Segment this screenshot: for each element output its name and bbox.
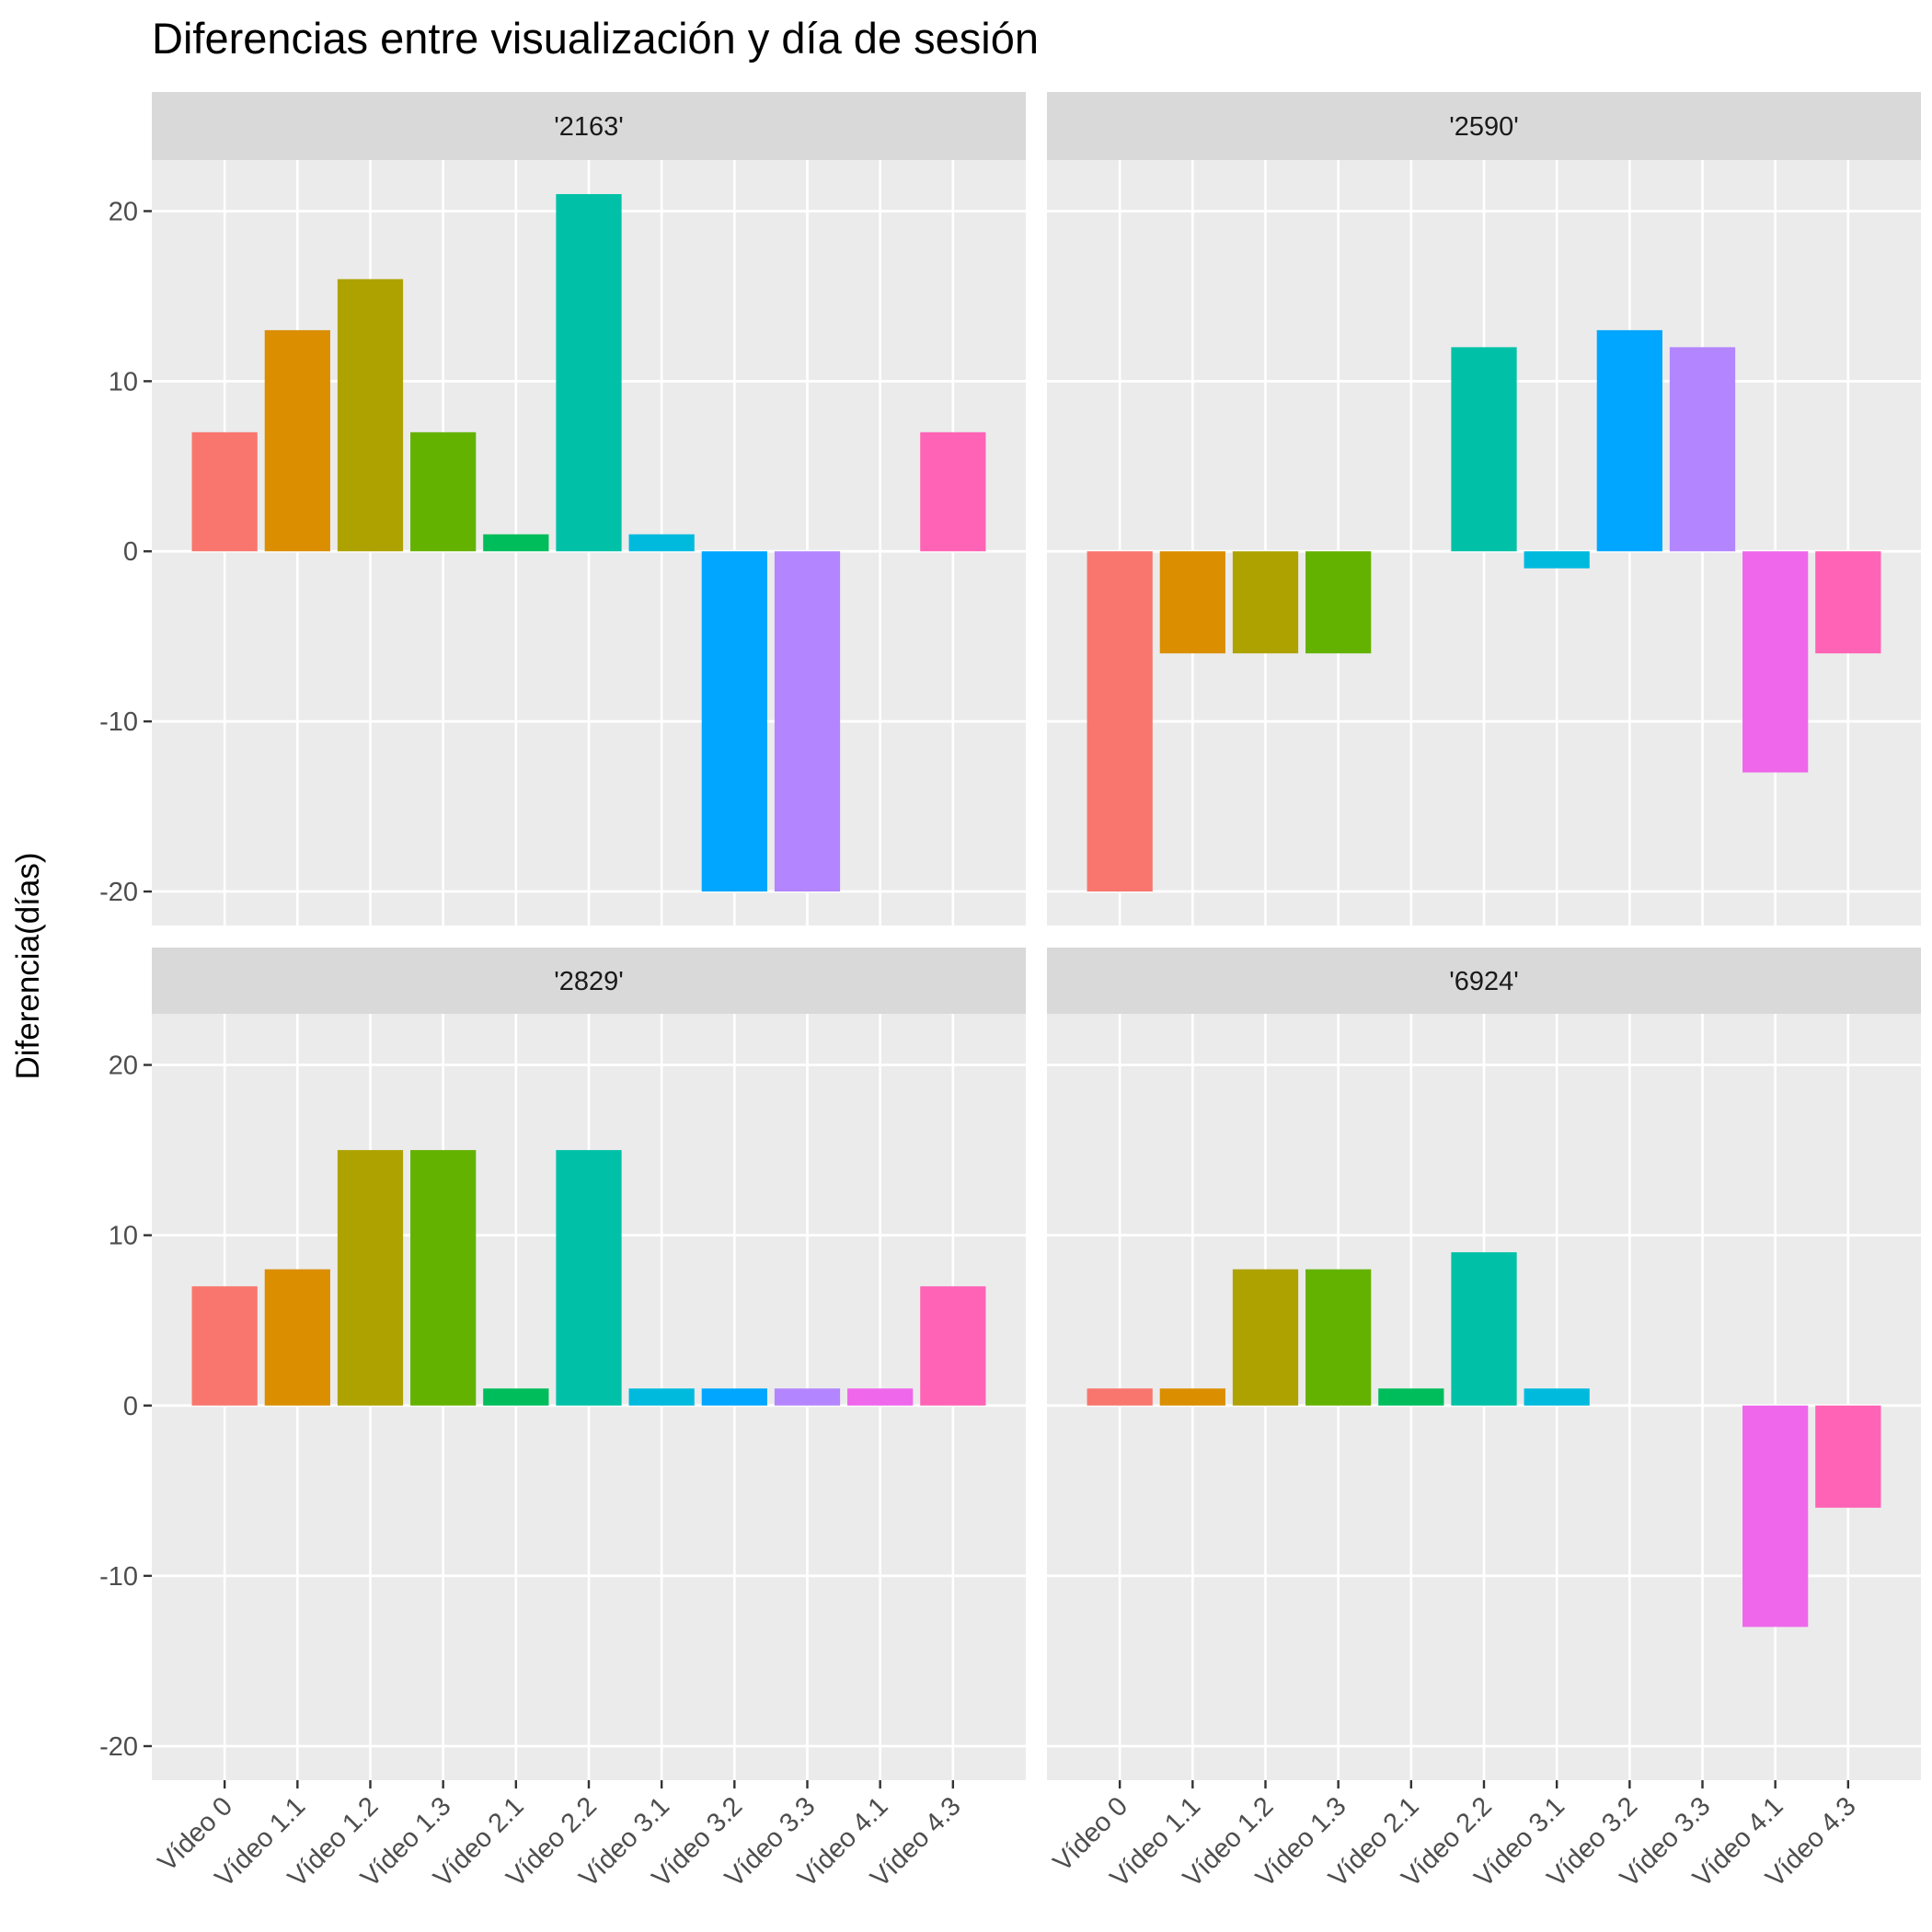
bar-v-deo-3-2 xyxy=(1596,329,1662,552)
y-axis-label: Diferencia(días) xyxy=(10,852,46,1079)
facet-strip-label: '2829' xyxy=(554,967,624,996)
y-tick-label: 0 xyxy=(123,1392,138,1421)
bar-v-deo-1-2 xyxy=(1232,1269,1299,1406)
bar-v-deo-1-1 xyxy=(264,329,330,552)
panel-2: '2829' -20 -10 0 10 20 xyxy=(99,948,1026,1780)
facet-strip-label: '2163' xyxy=(554,112,624,142)
bar-v-deo-3-2 xyxy=(701,1388,767,1406)
y-tick-label: -20 xyxy=(99,1732,138,1762)
y-tick-label: 20 xyxy=(109,197,138,226)
y-tick-label: -10 xyxy=(99,1562,138,1592)
bar-v-deo-1-2 xyxy=(337,1150,404,1406)
bar-v-deo-1-3 xyxy=(410,431,477,552)
y-tick-label: 20 xyxy=(109,1052,138,1081)
bar-v-deo-1-2 xyxy=(337,279,404,552)
bar-v-deo-2-2 xyxy=(1451,347,1517,552)
bar-v-deo-1-3 xyxy=(410,1150,477,1406)
facet-strip xyxy=(152,92,1026,160)
y-tick-label: 10 xyxy=(109,367,138,397)
bar-v-deo-4-1 xyxy=(1742,1405,1809,1627)
panel-0: '2163' -20 -10 0 10 20 xyxy=(99,92,1026,926)
bar-v-deo-4-1 xyxy=(847,1388,914,1406)
bar-v-deo-1-3 xyxy=(1305,551,1372,654)
bar-v-deo-3-3 xyxy=(1669,347,1736,552)
bar-v-deo-3-2 xyxy=(701,551,767,892)
bar-v-deo-4-1 xyxy=(1742,551,1809,773)
bar-v-deo-3-1 xyxy=(1524,551,1590,569)
bar-v-deo-3-1 xyxy=(628,1388,695,1406)
panels-layer: '2163' -20 -10 0 10 20 '2590' '2829' -20 -10 0 10 20… xyxy=(99,92,1921,1780)
chart-title: Diferencias entre visualización y día de… xyxy=(152,14,1039,63)
bar-v-deo-0 xyxy=(1087,1388,1153,1406)
bar-v-deo-2-1 xyxy=(1378,1388,1444,1406)
bar-v-deo-3-1 xyxy=(1524,1388,1590,1406)
bar-v-deo-4-3 xyxy=(1815,551,1881,654)
bar-v-deo-2-2 xyxy=(556,193,622,552)
bar-v-deo-2-2 xyxy=(1451,1252,1517,1406)
y-tick-label: -10 xyxy=(99,707,138,737)
bar-v-deo-4-3 xyxy=(920,431,986,552)
y-tick-label: 0 xyxy=(123,537,138,567)
bar-v-deo-1-3 xyxy=(1305,1269,1372,1406)
bar-v-deo-0 xyxy=(191,1286,258,1406)
bar-v-deo-1-1 xyxy=(1159,1388,1225,1406)
bar-v-deo-3-3 xyxy=(774,1388,841,1406)
y-tick-label: 10 xyxy=(109,1222,138,1251)
bar-v-deo-2-1 xyxy=(483,1388,549,1406)
bar-v-deo-2-1 xyxy=(483,534,549,552)
bar-v-deo-1-1 xyxy=(264,1269,330,1406)
bar-v-deo-0 xyxy=(191,431,258,552)
facet-strip-label: '2590' xyxy=(1449,112,1519,142)
facet-strip xyxy=(1047,92,1921,160)
bar-v-deo-4-3 xyxy=(920,1286,986,1406)
bar-v-deo-1-1 xyxy=(1159,551,1225,654)
facet-strip xyxy=(152,948,1026,1014)
bar-v-deo-1-2 xyxy=(1232,551,1299,654)
panel-1: '2590' xyxy=(1047,92,1921,926)
bar-v-deo-3-1 xyxy=(628,534,695,552)
bar-v-deo-3-3 xyxy=(774,551,841,892)
bar-v-deo-4-3 xyxy=(1815,1405,1881,1508)
panel-3: '6924' xyxy=(1047,948,1921,1780)
facet-strip xyxy=(1047,948,1921,1014)
facet-strip-label: '6924' xyxy=(1449,967,1519,996)
y-tick-label: -20 xyxy=(99,878,138,907)
bar-v-deo-0 xyxy=(1087,551,1153,892)
bar-v-deo-2-2 xyxy=(556,1150,622,1406)
